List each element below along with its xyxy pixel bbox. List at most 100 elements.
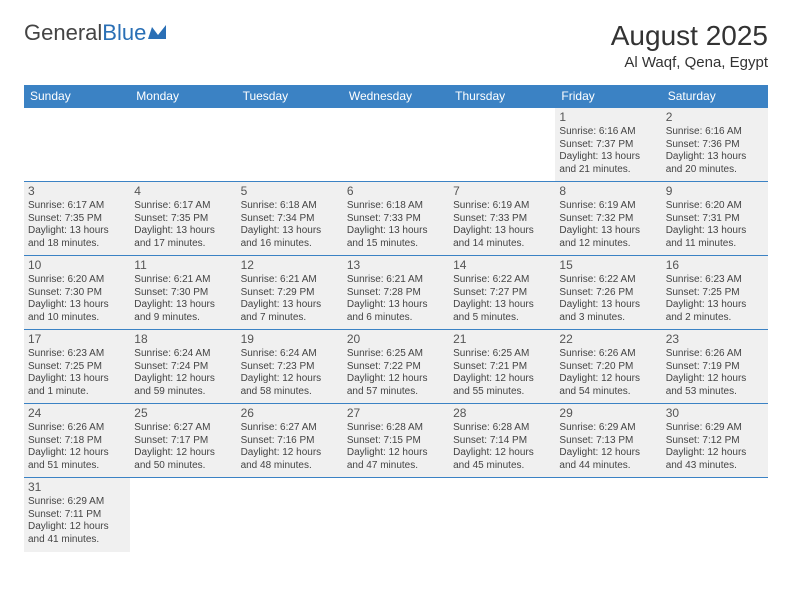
daylight-text: Daylight: 13 hours and 11 minutes. — [666, 225, 764, 250]
sunset-text: Sunset: 7:15 PM — [347, 435, 445, 448]
calendar-cell — [449, 108, 555, 182]
sunrise-text: Sunrise: 6:19 AM — [453, 200, 551, 213]
calendar-cell: 12Sunrise: 6:21 AMSunset: 7:29 PMDayligh… — [237, 256, 343, 330]
day-number: 6 — [347, 184, 445, 199]
sunrise-text: Sunrise: 6:26 AM — [28, 422, 126, 435]
calendar-cell: 27Sunrise: 6:28 AMSunset: 7:15 PMDayligh… — [343, 404, 449, 478]
sunrise-text: Sunrise: 6:29 AM — [666, 422, 764, 435]
sunset-text: Sunset: 7:36 PM — [666, 139, 764, 152]
sunset-text: Sunset: 7:32 PM — [559, 213, 657, 226]
day-number: 21 — [453, 332, 551, 347]
day-number: 4 — [134, 184, 232, 199]
calendar-cell: 29Sunrise: 6:29 AMSunset: 7:13 PMDayligh… — [555, 404, 661, 478]
calendar-cell: 13Sunrise: 6:21 AMSunset: 7:28 PMDayligh… — [343, 256, 449, 330]
sunset-text: Sunset: 7:30 PM — [134, 287, 232, 300]
sunset-text: Sunset: 7:33 PM — [453, 213, 551, 226]
daylight-text: Daylight: 12 hours and 59 minutes. — [134, 373, 232, 398]
sunset-text: Sunset: 7:33 PM — [347, 213, 445, 226]
day-number: 12 — [241, 258, 339, 273]
weekday-header-row: SundayMondayTuesdayWednesdayThursdayFrid… — [24, 85, 768, 108]
daylight-text: Daylight: 13 hours and 3 minutes. — [559, 299, 657, 324]
daylight-text: Daylight: 12 hours and 51 minutes. — [28, 447, 126, 472]
calendar-cell: 19Sunrise: 6:24 AMSunset: 7:23 PMDayligh… — [237, 330, 343, 404]
day-number: 7 — [453, 184, 551, 199]
sunrise-text: Sunrise: 6:27 AM — [241, 422, 339, 435]
day-number: 30 — [666, 406, 764, 421]
sunset-text: Sunset: 7:16 PM — [241, 435, 339, 448]
day-number: 17 — [28, 332, 126, 347]
day-number: 23 — [666, 332, 764, 347]
day-number: 24 — [28, 406, 126, 421]
daylight-text: Daylight: 12 hours and 48 minutes. — [241, 447, 339, 472]
weekday-header: Wednesday — [343, 85, 449, 108]
calendar-cell: 15Sunrise: 6:22 AMSunset: 7:26 PMDayligh… — [555, 256, 661, 330]
sunset-text: Sunset: 7:14 PM — [453, 435, 551, 448]
sunrise-text: Sunrise: 6:24 AM — [134, 348, 232, 361]
sunrise-text: Sunrise: 6:26 AM — [666, 348, 764, 361]
sunrise-text: Sunrise: 6:24 AM — [241, 348, 339, 361]
daylight-text: Daylight: 13 hours and 9 minutes. — [134, 299, 232, 324]
day-number: 10 — [28, 258, 126, 273]
sunset-text: Sunset: 7:11 PM — [28, 509, 126, 522]
daylight-text: Daylight: 13 hours and 1 minute. — [28, 373, 126, 398]
calendar-table: SundayMondayTuesdayWednesdayThursdayFrid… — [24, 85, 768, 552]
sunset-text: Sunset: 7:12 PM — [666, 435, 764, 448]
calendar-cell — [449, 478, 555, 552]
daylight-text: Daylight: 12 hours and 43 minutes. — [666, 447, 764, 472]
sunset-text: Sunset: 7:26 PM — [559, 287, 657, 300]
location: Al Waqf, Qena, Egypt — [611, 54, 768, 71]
sunrise-text: Sunrise: 6:29 AM — [28, 496, 126, 509]
day-number: 18 — [134, 332, 232, 347]
day-number: 31 — [28, 480, 126, 495]
daylight-text: Daylight: 12 hours and 50 minutes. — [134, 447, 232, 472]
day-number: 26 — [241, 406, 339, 421]
calendar-cell — [24, 108, 130, 182]
sunset-text: Sunset: 7:22 PM — [347, 361, 445, 374]
logo: GeneralBlue — [24, 20, 170, 46]
calendar-cell — [130, 478, 236, 552]
calendar-cell: 1Sunrise: 6:16 AMSunset: 7:37 PMDaylight… — [555, 108, 661, 182]
sunrise-text: Sunrise: 6:17 AM — [28, 200, 126, 213]
sunset-text: Sunset: 7:35 PM — [28, 213, 126, 226]
sunset-text: Sunset: 7:29 PM — [241, 287, 339, 300]
sunset-text: Sunset: 7:25 PM — [666, 287, 764, 300]
daylight-text: Daylight: 12 hours and 53 minutes. — [666, 373, 764, 398]
calendar-cell — [343, 108, 449, 182]
day-number: 1 — [559, 110, 657, 125]
sunset-text: Sunset: 7:21 PM — [453, 361, 551, 374]
calendar-cell: 22Sunrise: 6:26 AMSunset: 7:20 PMDayligh… — [555, 330, 661, 404]
sunrise-text: Sunrise: 6:16 AM — [666, 126, 764, 139]
calendar-cell: 21Sunrise: 6:25 AMSunset: 7:21 PMDayligh… — [449, 330, 555, 404]
daylight-text: Daylight: 12 hours and 58 minutes. — [241, 373, 339, 398]
sunset-text: Sunset: 7:18 PM — [28, 435, 126, 448]
daylight-text: Daylight: 12 hours and 41 minutes. — [28, 521, 126, 546]
calendar-cell: 30Sunrise: 6:29 AMSunset: 7:12 PMDayligh… — [662, 404, 768, 478]
daylight-text: Daylight: 12 hours and 45 minutes. — [453, 447, 551, 472]
daylight-text: Daylight: 13 hours and 5 minutes. — [453, 299, 551, 324]
day-number: 3 — [28, 184, 126, 199]
daylight-text: Daylight: 13 hours and 6 minutes. — [347, 299, 445, 324]
daylight-text: Daylight: 13 hours and 17 minutes. — [134, 225, 232, 250]
daylight-text: Daylight: 13 hours and 12 minutes. — [559, 225, 657, 250]
sunrise-text: Sunrise: 6:25 AM — [453, 348, 551, 361]
calendar-cell: 16Sunrise: 6:23 AMSunset: 7:25 PMDayligh… — [662, 256, 768, 330]
calendar-cell: 9Sunrise: 6:20 AMSunset: 7:31 PMDaylight… — [662, 182, 768, 256]
calendar-cell — [237, 478, 343, 552]
sunrise-text: Sunrise: 6:18 AM — [241, 200, 339, 213]
calendar-cell: 8Sunrise: 6:19 AMSunset: 7:32 PMDaylight… — [555, 182, 661, 256]
weekday-header: Monday — [130, 85, 236, 108]
calendar-row: 1Sunrise: 6:16 AMSunset: 7:37 PMDaylight… — [24, 108, 768, 182]
calendar-cell: 18Sunrise: 6:24 AMSunset: 7:24 PMDayligh… — [130, 330, 236, 404]
calendar-cell: 26Sunrise: 6:27 AMSunset: 7:16 PMDayligh… — [237, 404, 343, 478]
sunset-text: Sunset: 7:13 PM — [559, 435, 657, 448]
calendar-cell: 14Sunrise: 6:22 AMSunset: 7:27 PMDayligh… — [449, 256, 555, 330]
weekday-header: Friday — [555, 85, 661, 108]
calendar-cell: 25Sunrise: 6:27 AMSunset: 7:17 PMDayligh… — [130, 404, 236, 478]
sunrise-text: Sunrise: 6:16 AM — [559, 126, 657, 139]
sunset-text: Sunset: 7:34 PM — [241, 213, 339, 226]
sunrise-text: Sunrise: 6:21 AM — [347, 274, 445, 287]
sunrise-text: Sunrise: 6:23 AM — [666, 274, 764, 287]
sunrise-text: Sunrise: 6:20 AM — [666, 200, 764, 213]
calendar-cell: 20Sunrise: 6:25 AMSunset: 7:22 PMDayligh… — [343, 330, 449, 404]
calendar-row: 24Sunrise: 6:26 AMSunset: 7:18 PMDayligh… — [24, 404, 768, 478]
